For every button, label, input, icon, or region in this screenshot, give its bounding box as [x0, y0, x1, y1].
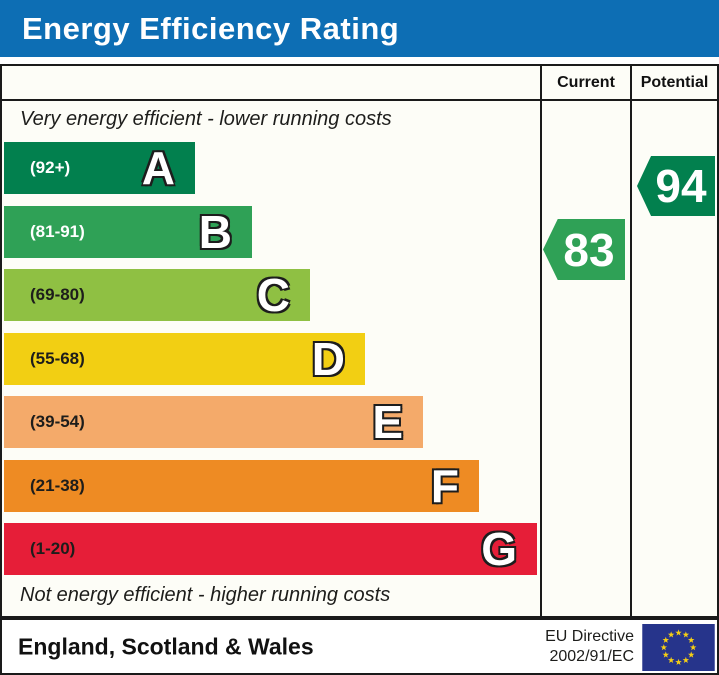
band-d-range-label: (55-68): [30, 349, 85, 368]
column-divider-current: [540, 66, 542, 616]
band-b-range-label: (81-91): [30, 222, 85, 241]
band-e-range-label: (39-54): [30, 412, 85, 431]
rating-table: Current Potential Very energy efficient …: [0, 64, 719, 618]
band-b-letter: B: [198, 206, 233, 258]
potential-rating-arrow: 94: [637, 156, 715, 216]
band-g-range-label: (1-20): [30, 539, 76, 558]
band-f-letter: F: [430, 460, 460, 512]
band-c-letter: C: [256, 269, 291, 321]
band-a-range-label: (92+): [30, 158, 71, 177]
band-b: (81-91) B: [4, 206, 252, 258]
page-title: Energy Efficiency Rating: [22, 10, 400, 46]
band-a: (92+) A: [4, 142, 195, 194]
eu-flag-icon: [642, 624, 715, 671]
band-a-letter: A: [141, 142, 176, 194]
eu-directive-line2: 2002/91/EC: [549, 647, 634, 665]
band-f: (21-38) F: [4, 460, 479, 512]
footer-bar: England, Scotland & Wales EU Directive 2…: [0, 618, 719, 675]
current-column-header: Current: [557, 73, 615, 91]
current-rating-value: 83: [563, 223, 615, 276]
band-e: (39-54) E: [4, 396, 423, 448]
band-c: (69-80) C: [4, 269, 310, 321]
band-g-letter: G: [480, 523, 518, 575]
current-rating-arrow: 83: [543, 219, 625, 280]
eu-directive-label: EU Directive 2002/91/EC: [545, 627, 634, 667]
band-e-letter: E: [371, 396, 404, 448]
region-label: England, Scotland & Wales: [18, 633, 314, 659]
band-d-letter: D: [311, 333, 346, 385]
band-c-range-label: (69-80): [30, 285, 85, 304]
top-note: Very energy efficient - lower running co…: [20, 108, 392, 130]
band-f-range-label: (21-38): [30, 476, 85, 495]
band-d: (55-68) D: [4, 333, 365, 385]
eu-directive-line1: EU Directive: [545, 627, 634, 645]
band-g: (1-20) G: [4, 523, 537, 575]
header-divider: [2, 99, 717, 101]
bottom-note: Not energy efficient - higher running co…: [20, 584, 391, 606]
potential-column-header: Potential: [640, 73, 709, 91]
column-divider-potential: [630, 66, 632, 616]
title-bar: Energy Efficiency Rating: [0, 0, 719, 57]
potential-rating-value: 94: [655, 160, 707, 212]
